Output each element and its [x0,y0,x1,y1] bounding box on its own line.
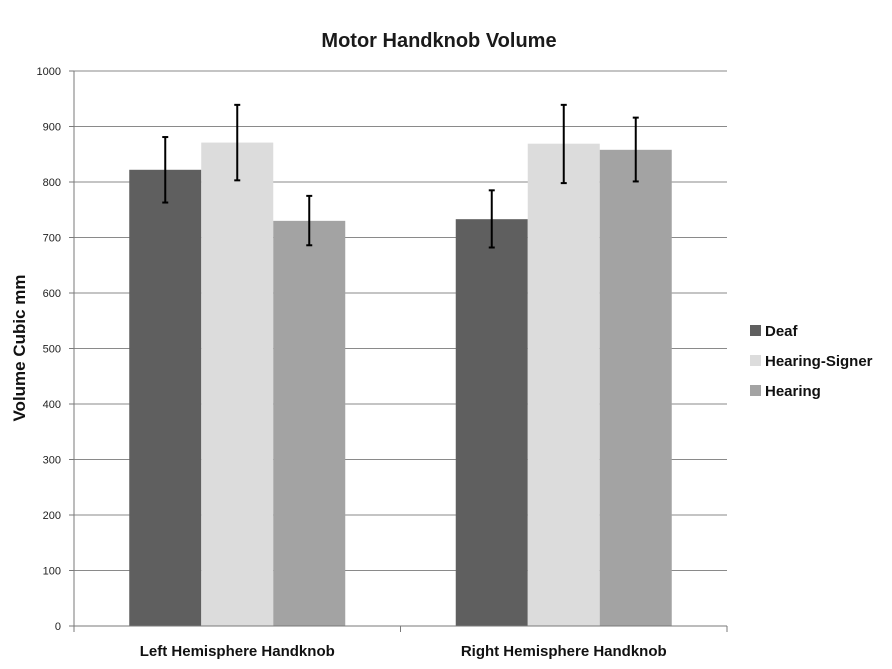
chart-title: Motor Handknob Volume [321,30,556,52]
y-tick-label: 1000 [37,66,61,78]
legend-label: Hearing-Signer [765,353,873,370]
y-tick-label: 0 [55,621,61,633]
legend-swatch [750,325,761,336]
bar-deaf [129,169,202,627]
y-axis-ticks: 0 100 200 300 400 500 600 700 800 900 1000 [37,66,74,633]
bar-deaf [455,219,528,626]
x-tick-label: Left Hemisphere Handknob [140,643,335,660]
error-bars [162,103,639,249]
y-tick-label: 400 [43,399,61,411]
legend-label: Hearing [765,383,821,400]
y-axis-label: Volume Cubic mm [10,274,29,421]
bar-hearing-signer [201,142,274,626]
legend: Deaf Hearing-Signer Hearing [750,323,873,400]
x-axis-ticks: Left Hemisphere Handknob Right Hemisphere… [140,643,667,660]
y-tick-label: 500 [43,344,61,356]
bars [129,142,672,627]
x-tick-label: Right Hemisphere Handknob [461,643,667,660]
y-tick-label: 700 [43,233,61,245]
legend-label: Deaf [765,323,799,340]
axes [73,71,728,632]
bar-hearing [599,149,672,626]
legend-swatch [750,355,761,366]
y-tick-label: 200 [43,510,61,522]
y-tick-label: 600 [43,288,61,300]
bar-hearing [273,220,346,626]
y-tick-label: 900 [43,122,61,134]
y-tick-label: 300 [43,455,61,467]
y-tick-label: 800 [43,177,61,189]
legend-swatch [750,385,761,396]
bar-hearing-signer [527,143,600,626]
y-tick-label: 100 [43,566,61,578]
